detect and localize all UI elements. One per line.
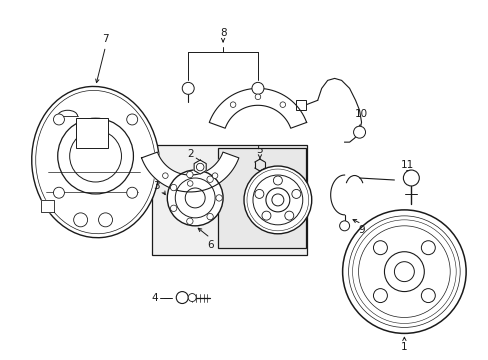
Text: 4: 4 <box>151 293 157 302</box>
Circle shape <box>339 221 349 231</box>
Circle shape <box>126 114 138 125</box>
Polygon shape <box>209 89 306 128</box>
Circle shape <box>403 170 419 186</box>
Circle shape <box>373 289 386 302</box>
Circle shape <box>162 173 168 179</box>
Text: 7: 7 <box>102 33 109 44</box>
Circle shape <box>291 189 300 198</box>
Circle shape <box>53 114 64 125</box>
Text: 1: 1 <box>400 342 407 352</box>
Circle shape <box>176 292 188 303</box>
Circle shape <box>182 82 194 94</box>
Circle shape <box>251 82 264 94</box>
Polygon shape <box>194 160 206 174</box>
Circle shape <box>167 170 223 226</box>
Circle shape <box>212 173 218 179</box>
Circle shape <box>53 187 64 198</box>
Circle shape <box>421 289 434 302</box>
Circle shape <box>273 176 282 185</box>
Circle shape <box>99 213 112 227</box>
Circle shape <box>216 195 222 201</box>
Circle shape <box>280 102 285 107</box>
Text: 11: 11 <box>400 160 413 170</box>
Circle shape <box>206 213 213 220</box>
Circle shape <box>126 187 138 198</box>
Circle shape <box>284 211 293 220</box>
Circle shape <box>255 94 260 100</box>
Text: 9: 9 <box>358 225 364 235</box>
Text: 5: 5 <box>256 145 263 155</box>
Bar <box>295 100 305 110</box>
Circle shape <box>74 213 87 227</box>
Bar <box>218 148 305 248</box>
Polygon shape <box>141 152 239 192</box>
Text: 6: 6 <box>206 240 213 250</box>
Circle shape <box>373 241 386 255</box>
Text: 8: 8 <box>219 28 226 37</box>
Circle shape <box>186 218 193 224</box>
Circle shape <box>188 293 196 302</box>
Bar <box>152 145 306 255</box>
Circle shape <box>262 211 270 220</box>
Circle shape <box>244 166 311 234</box>
Bar <box>76 118 107 148</box>
Circle shape <box>254 189 264 198</box>
Circle shape <box>186 171 193 178</box>
Polygon shape <box>41 200 54 212</box>
Circle shape <box>58 118 133 194</box>
Text: 10: 10 <box>354 109 367 119</box>
Circle shape <box>353 126 365 138</box>
Text: 2: 2 <box>186 149 193 159</box>
Circle shape <box>230 102 235 107</box>
Text: 3: 3 <box>153 181 159 191</box>
Circle shape <box>206 176 213 183</box>
Circle shape <box>342 210 465 333</box>
Circle shape <box>187 181 193 186</box>
Circle shape <box>421 241 434 255</box>
Circle shape <box>170 184 177 191</box>
Circle shape <box>170 205 177 211</box>
Ellipse shape <box>32 86 159 238</box>
